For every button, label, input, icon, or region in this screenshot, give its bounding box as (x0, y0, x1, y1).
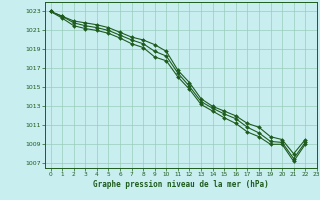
X-axis label: Graphe pression niveau de la mer (hPa): Graphe pression niveau de la mer (hPa) (93, 180, 269, 189)
